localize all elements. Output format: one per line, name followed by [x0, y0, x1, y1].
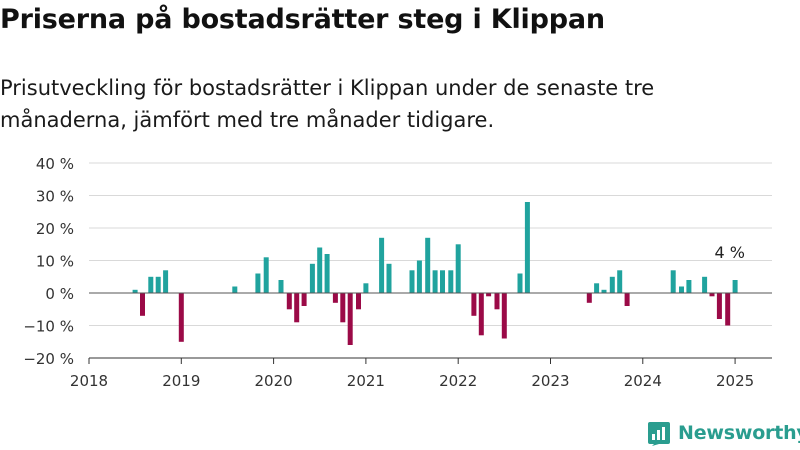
bar — [317, 247, 323, 293]
bar — [686, 280, 692, 293]
y-tick-label: 10 % — [36, 253, 74, 271]
bar — [379, 237, 385, 294]
bar — [132, 289, 138, 294]
bar — [709, 293, 715, 297]
y-tick-label: 20 % — [36, 220, 74, 238]
y-tick-label: −20 % — [23, 350, 74, 368]
x-tick-label: 2023 — [531, 372, 569, 390]
bar — [609, 276, 615, 294]
bar — [732, 280, 738, 293]
bar — [232, 286, 238, 293]
y-tick-label: 40 % — [36, 155, 74, 173]
bar — [716, 293, 722, 319]
x-tick-label: 2019 — [162, 372, 200, 390]
bar — [478, 293, 484, 336]
bar — [425, 237, 431, 294]
bar — [301, 293, 307, 306]
bar — [409, 270, 415, 294]
bar — [340, 293, 346, 323]
bar — [347, 293, 353, 345]
bar — [140, 293, 145, 316]
bar — [586, 293, 592, 303]
bar — [624, 293, 630, 306]
brand-name: Newsworthy — [678, 422, 800, 444]
x-tick-label: 2021 — [347, 372, 385, 390]
bar — [524, 202, 530, 293]
x-axis-ticks: 2018 2019 2020 2021 2022 2023 2024 2025 — [70, 358, 754, 390]
bar — [617, 270, 623, 294]
bar — [670, 270, 676, 294]
bar — [309, 263, 315, 294]
x-tick-label: 2024 — [624, 372, 662, 390]
bars — [132, 202, 738, 345]
bar — [440, 270, 445, 294]
bar — [363, 283, 369, 294]
bar — [163, 270, 169, 294]
bar — [486, 293, 492, 297]
bar — [702, 276, 708, 294]
y-tick-label: 30 % — [36, 188, 74, 206]
bar — [679, 286, 684, 293]
bar — [594, 283, 600, 294]
bar — [294, 293, 300, 323]
newsworthy-logo-icon — [648, 422, 670, 446]
bar — [324, 254, 330, 293]
bar — [386, 263, 392, 294]
chart-subtitle: Prisutveckling för bostadsrätter i Klipp… — [0, 76, 655, 132]
bar — [501, 293, 507, 339]
bar — [155, 276, 161, 294]
x-tick-label: 2020 — [255, 372, 293, 390]
bar — [432, 270, 438, 294]
y-axis-ticks: −20 % −10 % 0 % 10 % 20 % 30 % 40 % — [23, 155, 74, 368]
bar — [416, 260, 422, 293]
bar — [278, 280, 284, 293]
bar — [178, 293, 184, 342]
chart-title: Priserna på bostadsrätter steg i Klippan — [0, 4, 605, 35]
brand-logo: Newsworthy — [646, 420, 800, 446]
y-tick-label: 0 % — [45, 285, 74, 303]
y-tick-label: −10 % — [23, 318, 74, 336]
x-tick-label: 2018 — [70, 372, 108, 390]
x-tick-label: 2022 — [439, 372, 477, 390]
gridlines — [89, 162, 772, 326]
bar — [448, 270, 454, 294]
bar — [725, 293, 731, 326]
bar — [255, 273, 261, 293]
x-tick-label: 2025 — [716, 372, 754, 390]
bar — [601, 289, 607, 294]
last-value-label: 4 % — [714, 243, 744, 262]
bar — [332, 293, 338, 303]
bar — [471, 293, 477, 316]
bar — [263, 257, 269, 294]
bar — [356, 293, 361, 310]
bar — [455, 244, 461, 294]
bar — [517, 273, 523, 293]
bar — [494, 293, 500, 310]
bar — [148, 276, 154, 294]
bar — [286, 293, 292, 310]
